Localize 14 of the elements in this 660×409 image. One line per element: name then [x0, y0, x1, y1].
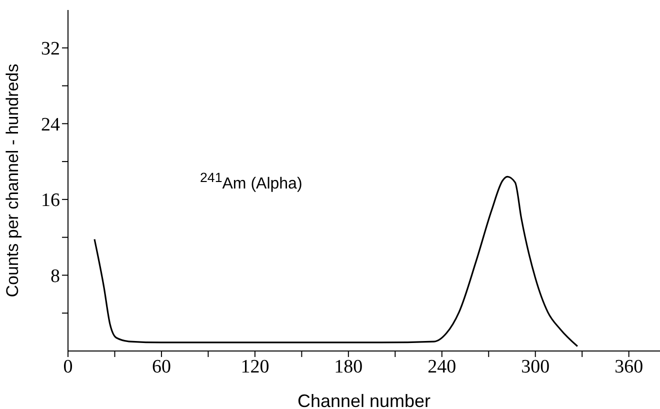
x-tick-label: 300 — [521, 356, 550, 378]
x-axis-title: Channel number — [297, 391, 431, 409]
y-tick-label: 8 — [50, 266, 60, 287]
y-axis-title: Counts per channel - hundreds — [3, 64, 22, 298]
x-tick-label: 60 — [152, 356, 171, 378]
x-tick-label: 240 — [428, 356, 456, 378]
annotation: $^{241}$Am (Alpha) — [200, 170, 302, 194]
x-tick-label: 0 — [63, 356, 73, 378]
x-tick-label: 180 — [334, 356, 363, 378]
y-tick-label: 24 — [41, 114, 60, 136]
y-tick-label: 32 — [41, 38, 60, 60]
x-tick-label: 360 — [614, 356, 644, 378]
y-tick-label: 16 — [41, 190, 60, 212]
x-tick-label: 120 — [240, 356, 270, 378]
